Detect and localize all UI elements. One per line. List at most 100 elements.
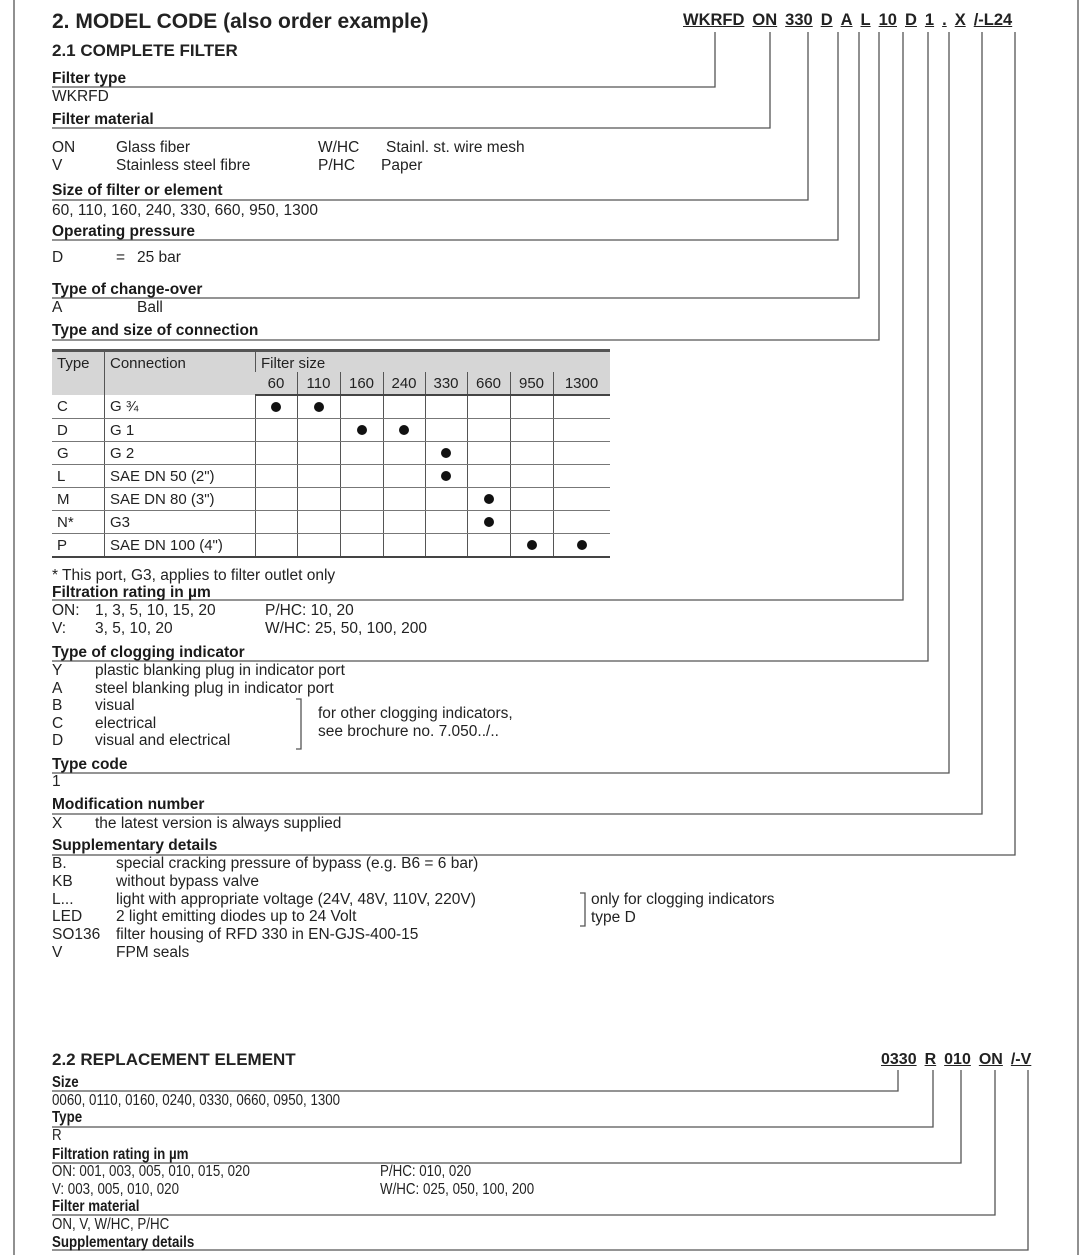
cell-availability (466, 395, 510, 419)
cell-availability (255, 510, 297, 534)
availability-dot-icon (313, 401, 324, 412)
cell-availability (339, 441, 383, 465)
cell-availability (255, 533, 297, 558)
label-type: Type (52, 1109, 83, 1126)
header-filter-size: Filter size (255, 349, 610, 372)
cell-availability (296, 395, 340, 419)
code-segment: D (820, 11, 833, 29)
code-segment: A (840, 11, 853, 29)
code-segment: 0330 (881, 1051, 917, 1068)
section-heading: 2.1 COMPLETE FILTER (52, 41, 238, 60)
cell-availability (255, 487, 297, 511)
label-connection: Type and size of connection (52, 322, 259, 339)
cell-availability (424, 395, 467, 419)
table-footnote: * This port, G3, applies to filter outle… (52, 567, 336, 584)
cell-connection: SAE DN 100 (4") (104, 533, 256, 558)
list-text: steel blanking plug in indicator port (95, 680, 334, 697)
code-segment: ON (752, 11, 778, 29)
label-filtration: Filtration rating in µm (52, 1146, 189, 1163)
cell-availability (255, 441, 297, 465)
cell-availability (255, 418, 297, 442)
cell-availability (339, 395, 383, 419)
header-size: 330 (424, 372, 467, 396)
list-code: V (52, 944, 63, 961)
cell-availability (339, 533, 383, 558)
connection-table: Type Connection Filter size 60 110 160 240 3… (52, 349, 610, 558)
cell-type: P (52, 533, 105, 558)
list-text: 2 light emitting diodes up to 24 Volt (116, 908, 357, 925)
cell-availability (509, 395, 553, 419)
label-filter-material: Filter material (52, 111, 154, 128)
cell: P/HC: 10, 20 (265, 602, 354, 619)
cell-availability (552, 510, 610, 534)
list-text: plastic blanking plug in indicator port (95, 662, 345, 679)
label-size: Size (52, 1074, 79, 1091)
header-type: Type (52, 349, 105, 395)
cell: P/HC: 010, 020 (380, 1163, 472, 1180)
header-size: 660 (466, 372, 510, 396)
table-row: L SAE DN 50 (2") (52, 464, 610, 488)
availability-dot-icon (526, 539, 537, 550)
availability-dot-icon (483, 516, 494, 527)
order-code-complete: WKRFD ON 330 D A L 10 D 1. X/-L24 (683, 11, 1020, 29)
cell-availability (466, 533, 510, 558)
cell-availability (509, 464, 553, 488)
cell: Paper (381, 157, 423, 174)
label-filtration: Filtration rating in µm (52, 584, 211, 601)
code-segment: ON (978, 1051, 1003, 1068)
availability-dot-icon (576, 539, 587, 550)
code-segment: 10 (878, 11, 897, 29)
cell-availability (339, 487, 383, 511)
list-code: C (52, 715, 64, 732)
list-text: FPM seals (116, 944, 190, 961)
cell-type: D (52, 418, 105, 442)
list-code: B. (52, 855, 67, 872)
cell-availability (509, 441, 553, 465)
cell-availability (466, 464, 510, 488)
cell-type: N* (52, 510, 105, 534)
list-code: D (52, 732, 64, 749)
cell: 1, 3, 5, 10, 15, 20 (95, 602, 216, 619)
cell-availability (466, 418, 510, 442)
clogging-note: for other clogging indicators, (318, 705, 513, 722)
availability-dot-icon (356, 424, 367, 435)
cell-connection: G ¾ (104, 395, 256, 419)
table-row: M SAE DN 80 (3") (52, 487, 610, 511)
value-filter-type: WKRFD (52, 88, 109, 105)
modification-value: the latest version is always supplied (95, 815, 342, 832)
cell-availability (509, 533, 553, 558)
cell-availability (509, 418, 553, 442)
header-connection: Connection (104, 349, 256, 395)
header-size: 240 (382, 372, 425, 396)
label-clogging: Type of clogging indicator (52, 644, 245, 661)
availability-dot-icon (483, 493, 494, 504)
cell-availability (466, 510, 510, 534)
cell-availability (296, 487, 340, 511)
list-code: SO136 (52, 926, 101, 943)
label-modification: Modification number (52, 796, 205, 813)
cell: ON (52, 139, 76, 156)
cell-availability (255, 464, 297, 488)
table-row: N* G3 (52, 510, 610, 534)
cell-availability (552, 464, 610, 488)
cell-availability (424, 533, 467, 558)
cell-connection: G 1 (104, 418, 256, 442)
availability-dot-icon (441, 447, 451, 458)
code-segment: 330 (785, 11, 813, 29)
cell-availability (382, 464, 425, 488)
cell: Stainless steel fibre (116, 157, 251, 174)
code-segment: X (954, 11, 966, 29)
header-size: 110 (296, 372, 340, 396)
cell-availability (296, 510, 340, 534)
pressure-code: D (52, 249, 64, 266)
code-segment: 010 (944, 1051, 971, 1068)
table-row: P SAE DN 100 (4") (52, 533, 610, 558)
value-type-code: 1 (52, 773, 61, 790)
label-supplementary: Supplementary details (52, 837, 218, 854)
list-code: B (52, 697, 63, 714)
section-heading: 2.2 REPLACEMENT ELEMENT (52, 1050, 296, 1069)
code-segment: 1 (924, 11, 935, 29)
cell-availability (339, 464, 383, 488)
modification-code: X (52, 815, 63, 832)
